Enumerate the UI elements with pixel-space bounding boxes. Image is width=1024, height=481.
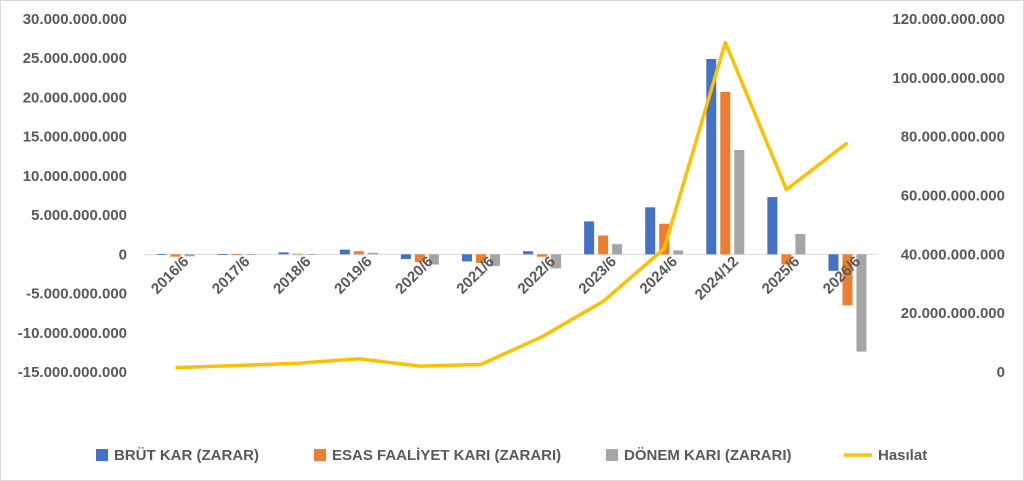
left-tick-label: 0 xyxy=(119,246,127,263)
bar xyxy=(184,254,195,257)
category-label: 2022/6 xyxy=(514,253,558,297)
left-tick-label: 25.000.000.000 xyxy=(23,50,127,67)
bar xyxy=(551,254,562,269)
left-tick-label: 20.000.000.000 xyxy=(23,89,127,106)
bar xyxy=(170,254,181,257)
category-label: 2025/6 xyxy=(759,253,803,297)
bar xyxy=(856,254,867,352)
category-label: 2018/6 xyxy=(270,253,314,297)
bar xyxy=(475,254,486,263)
right-tick-label: 120.000.000.000 xyxy=(892,11,1005,28)
legend-swatch xyxy=(606,449,618,461)
bar xyxy=(461,254,472,262)
bar xyxy=(659,223,670,255)
bar xyxy=(537,254,548,257)
legend-label: ESAS FAALİYET KARI (ZARARI) xyxy=(332,447,561,464)
left-tick-label: -10.000.000.000 xyxy=(18,325,127,342)
bar xyxy=(339,249,350,255)
left-tick-label: 30.000.000.000 xyxy=(23,11,127,28)
category-label: 2019/6 xyxy=(331,253,375,297)
bar xyxy=(734,150,745,255)
bar xyxy=(489,254,500,267)
bar xyxy=(217,254,228,255)
bar xyxy=(828,254,839,271)
line-series xyxy=(175,40,849,370)
bar xyxy=(781,254,792,265)
legend-label: DÖNEM KARI (ZARARI) xyxy=(624,447,791,464)
bar xyxy=(523,251,534,255)
bar xyxy=(842,254,853,306)
category-labels: 2016/6 2017/6 2018/6 2019/6 2020/6 2021/6 2022… xyxy=(148,253,864,303)
left-tick-label: -15.000.000.000 xyxy=(18,364,127,381)
bar xyxy=(245,254,256,256)
bar xyxy=(353,251,364,255)
bar xyxy=(292,253,303,255)
category-label: 2024/6 xyxy=(637,253,681,297)
bar xyxy=(767,197,778,255)
bar xyxy=(598,235,609,255)
bar xyxy=(795,233,806,255)
category-label: 2016/6 xyxy=(148,253,192,297)
line-hasilat xyxy=(175,40,849,370)
right-tick-label: 40.000.000.000 xyxy=(901,246,1005,263)
legend: BRÜT KAR (ZARAR) ESAS FAALİYET KARI (ZARA… xyxy=(96,447,927,464)
left-tick-label: 10.000.000.000 xyxy=(23,168,127,185)
bar xyxy=(673,250,684,255)
bar xyxy=(706,59,717,255)
bar-series xyxy=(156,59,867,352)
category-label: 2024/12 xyxy=(692,253,742,303)
bar xyxy=(645,207,656,255)
legend-label: Hasılat xyxy=(878,447,927,464)
right-tick-label: 60.000.000.000 xyxy=(901,188,1005,205)
bar xyxy=(414,254,425,263)
bar xyxy=(584,221,595,255)
bar xyxy=(400,254,411,260)
right-tick-label: 80.000.000.000 xyxy=(901,129,1005,146)
bar xyxy=(278,252,289,255)
category-label: 2021/6 xyxy=(453,253,497,297)
bar xyxy=(428,254,439,265)
left-tick-label: -5.000.000.000 xyxy=(26,286,127,303)
bar xyxy=(367,252,378,255)
left-axis-ticks: 30.000.000.000 25.000.000.000 20.000.000.0… xyxy=(18,11,127,381)
category-label: 2020/6 xyxy=(392,253,436,297)
bar xyxy=(231,254,242,255)
right-tick-label: 100.000.000.000 xyxy=(892,70,1005,87)
right-tick-label: 20.000.000.000 xyxy=(901,305,1005,322)
right-axis-ticks: 120.000.000.000 100.000.000.000 80.000.000… xyxy=(892,11,1005,381)
left-tick-label: 5.000.000.000 xyxy=(31,207,127,224)
bar xyxy=(156,253,167,255)
legend-swatch xyxy=(314,449,326,461)
bar xyxy=(612,244,623,255)
bar xyxy=(720,91,731,255)
right-tick-label: 0 xyxy=(997,364,1005,381)
left-tick-label: 15.000.000.000 xyxy=(23,129,127,146)
legend-swatch xyxy=(96,449,108,461)
bar xyxy=(306,254,317,255)
legend-label: BRÜT KAR (ZARAR) xyxy=(114,447,259,464)
category-label: 2017/6 xyxy=(209,253,253,297)
